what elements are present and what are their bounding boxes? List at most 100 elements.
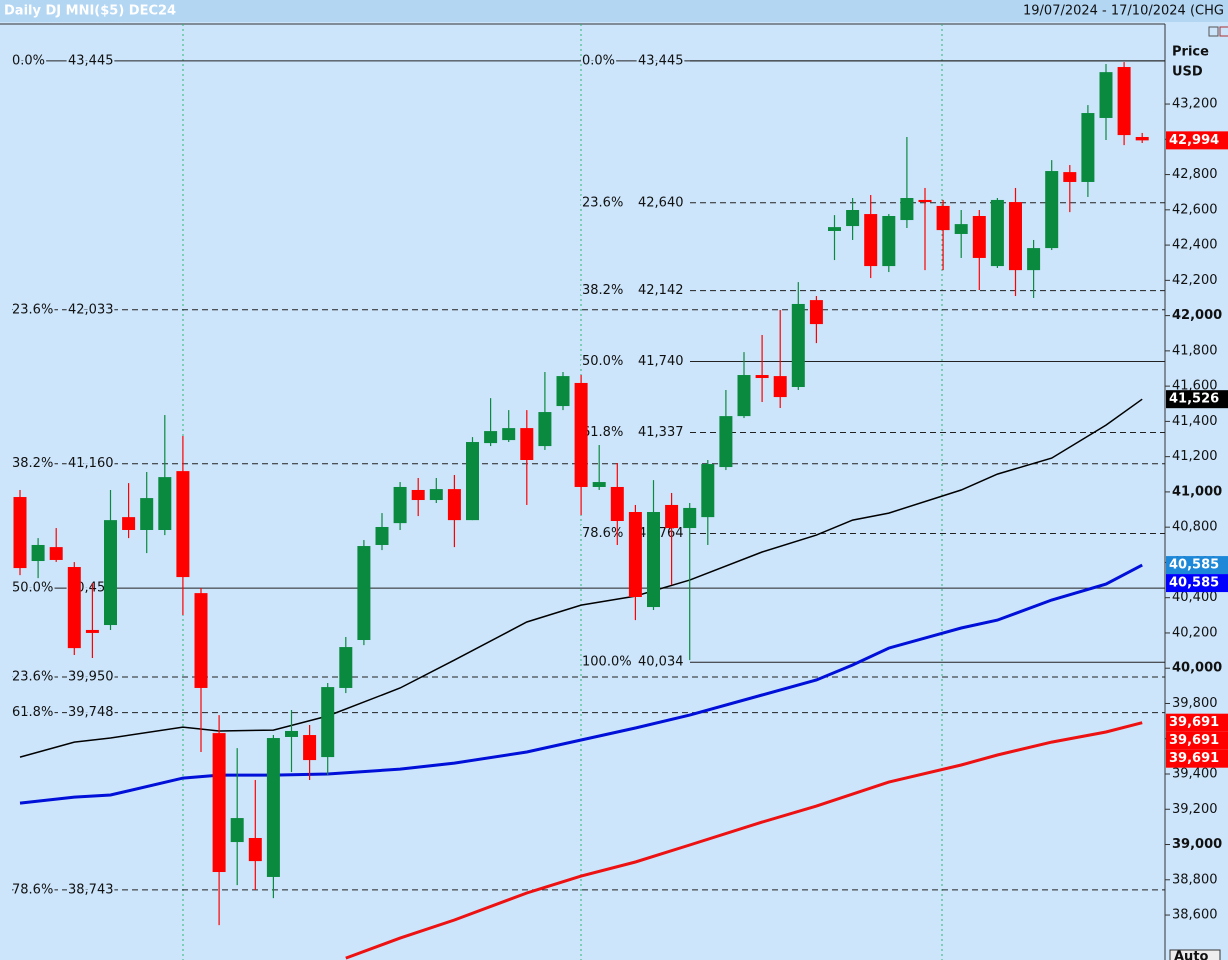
window-icon[interactable] bbox=[1208, 26, 1219, 37]
candle-body bbox=[538, 412, 552, 447]
candle-body bbox=[67, 567, 81, 649]
fib-percent: 38.2% bbox=[582, 283, 623, 298]
fib-value: 43,445 bbox=[68, 53, 114, 68]
chart-title: Daily DJ MNI($5) DEC24 bbox=[4, 4, 176, 19]
candle-body bbox=[85, 629, 99, 633]
candle-body bbox=[502, 428, 516, 441]
y-tick-label: 39,400 bbox=[1172, 766, 1218, 781]
candle-body bbox=[1045, 171, 1059, 249]
y-axis-label: Price bbox=[1172, 45, 1209, 60]
fib-value: 40,034 bbox=[638, 655, 684, 670]
candle-body bbox=[285, 730, 298, 737]
candle-body bbox=[393, 486, 407, 524]
candle-body bbox=[212, 733, 226, 873]
candle-body bbox=[936, 205, 950, 231]
candle-body bbox=[447, 489, 461, 521]
candle-body bbox=[592, 482, 606, 487]
y-tick-label: 42,400 bbox=[1172, 238, 1218, 253]
moving-average bbox=[345, 721, 1143, 960]
candle-body bbox=[303, 735, 317, 761]
candle-body bbox=[882, 215, 896, 267]
candle-body bbox=[31, 544, 45, 562]
y-tick-label: 40,000 bbox=[1172, 661, 1222, 676]
fib-percent: 50.0% bbox=[582, 354, 623, 369]
date-range: 19/07/2024 - 17/10/2024 (CHG bbox=[1023, 4, 1224, 19]
price-tag-label: 39,691 bbox=[1169, 751, 1219, 766]
fib-value: 41,740 bbox=[638, 354, 684, 369]
candle-body bbox=[1009, 202, 1022, 271]
candle-body bbox=[158, 477, 172, 530]
fib-value: 42,142 bbox=[638, 283, 684, 298]
y-tick-label: 41,600 bbox=[1172, 379, 1218, 394]
candle-body bbox=[737, 375, 751, 417]
candle-body bbox=[556, 376, 570, 407]
candle-body bbox=[429, 489, 443, 501]
price-tag bbox=[1166, 390, 1228, 409]
candle-body bbox=[375, 526, 389, 545]
candle-body bbox=[809, 300, 823, 325]
y-tick-label: 40,200 bbox=[1172, 625, 1218, 640]
y-tick-label: 42,800 bbox=[1172, 167, 1218, 182]
candle-body bbox=[466, 442, 479, 521]
fib-percent: 78.6% bbox=[12, 882, 53, 897]
candle-body bbox=[1027, 248, 1041, 271]
candle-body bbox=[701, 464, 715, 518]
price-tag bbox=[1166, 731, 1228, 750]
fib-value: 39,748 bbox=[68, 705, 114, 720]
y-tick-label: 38,600 bbox=[1172, 908, 1218, 923]
y-tick-label: 38,800 bbox=[1172, 872, 1218, 887]
y-axis-unit: USD bbox=[1172, 65, 1203, 80]
price-tag bbox=[1166, 131, 1228, 150]
y-tick-label: 41,800 bbox=[1172, 343, 1218, 358]
price-tag bbox=[1166, 749, 1228, 768]
candle-body bbox=[972, 215, 986, 258]
candle-body bbox=[104, 520, 117, 626]
close-icon[interactable] bbox=[1219, 26, 1228, 37]
candle-body bbox=[755, 375, 769, 379]
candle-body bbox=[140, 498, 154, 530]
y-tick-label: 41,400 bbox=[1172, 414, 1218, 429]
y-tick-label: 39,000 bbox=[1172, 837, 1222, 852]
y-tick-label: 41,200 bbox=[1172, 449, 1218, 464]
fib-value: 41,160 bbox=[68, 456, 114, 471]
candle-body bbox=[1099, 72, 1113, 118]
y-tick-label: 42,200 bbox=[1172, 273, 1218, 288]
candle-body bbox=[1135, 137, 1149, 141]
candle-body bbox=[846, 210, 860, 227]
candle-body bbox=[918, 199, 932, 203]
fib-value: 41,337 bbox=[638, 425, 684, 440]
candle-body bbox=[719, 416, 733, 468]
fib-percent: 23.6% bbox=[582, 195, 623, 210]
candle-body bbox=[266, 738, 280, 877]
candle-body bbox=[791, 303, 805, 388]
fib-percent: 100.0% bbox=[582, 655, 632, 670]
candle-body bbox=[773, 376, 787, 398]
auto-button[interactable] bbox=[1169, 949, 1221, 960]
y-tick-label: 42,600 bbox=[1172, 202, 1218, 217]
fib-percent: 23.6% bbox=[12, 670, 53, 685]
y-tick-label: 43,200 bbox=[1172, 97, 1218, 112]
candle-body bbox=[49, 547, 63, 560]
candle-body bbox=[828, 227, 841, 231]
price-tag-label: 39,691 bbox=[1169, 733, 1219, 748]
fib-value: 40,764 bbox=[638, 526, 684, 541]
candle-body bbox=[339, 647, 353, 688]
y-tick-label: 42,000 bbox=[1172, 308, 1222, 323]
price-tag-label: 41,526 bbox=[1169, 392, 1219, 407]
candle-body bbox=[357, 546, 371, 641]
candle-body bbox=[1117, 67, 1131, 136]
candle-body bbox=[411, 489, 425, 501]
price-tag-label: 40,585 bbox=[1169, 576, 1219, 591]
candle-body bbox=[665, 504, 679, 529]
candle-body bbox=[248, 837, 262, 862]
auto-button-label[interactable]: Auto bbox=[1174, 950, 1209, 960]
candle-body bbox=[628, 512, 642, 597]
candle-body bbox=[484, 431, 498, 444]
header-bar bbox=[0, 0, 1228, 22]
fib-value: 42,033 bbox=[68, 302, 114, 317]
fib-percent: 38.2% bbox=[12, 456, 53, 471]
candle-body bbox=[1081, 113, 1095, 182]
fib-percent: 0.0% bbox=[12, 53, 45, 68]
fib-percent: 50.0% bbox=[12, 581, 53, 596]
candle-body bbox=[954, 224, 968, 234]
